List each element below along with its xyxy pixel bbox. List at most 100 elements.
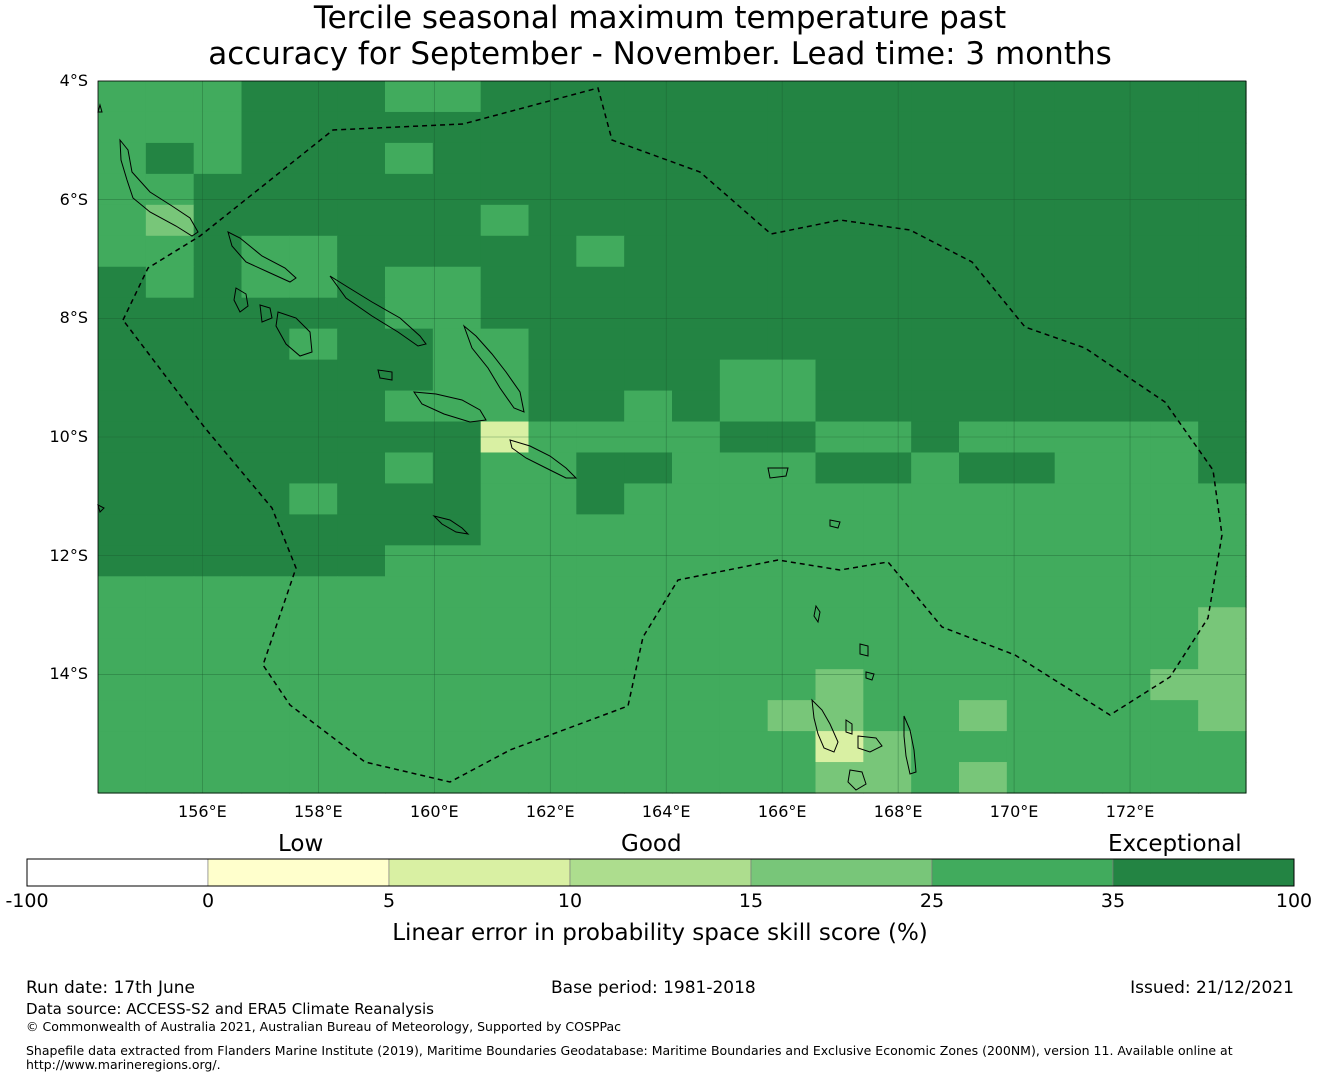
colorbar-segment (388, 858, 571, 887)
skill-cell (193, 483, 243, 515)
skill-cell (1006, 607, 1056, 639)
skill-cell (719, 514, 769, 546)
skill-cell (672, 514, 721, 546)
skill-cell (145, 235, 195, 268)
skill-cell (719, 235, 769, 268)
skill-cell (432, 204, 482, 237)
island-outline (227, 231, 297, 283)
skill-cell (624, 483, 673, 515)
skill-cell (1102, 452, 1151, 485)
skill-cell (1198, 328, 1247, 361)
skill-cell (1150, 390, 1199, 423)
skill-cell (767, 81, 817, 113)
skill-cell (1198, 173, 1247, 206)
skill-cell (815, 700, 864, 732)
island-outline (829, 519, 841, 529)
skill-cell (337, 173, 386, 206)
skill-cell (815, 545, 864, 577)
skill-cell (432, 235, 482, 268)
skill-cell (385, 235, 434, 268)
skill-cell (719, 142, 769, 175)
skill-cell (193, 700, 243, 732)
skill-cell (1006, 700, 1056, 732)
skill-cell (145, 359, 195, 392)
skill-cell (145, 731, 195, 763)
skill-cell (959, 483, 1008, 515)
skill-cell (1198, 390, 1247, 423)
skill-cell (1150, 700, 1199, 732)
skill-cell (911, 731, 960, 763)
title-line-2: accuracy for September - November. Lead … (208, 36, 1112, 72)
skill-cell (385, 607, 434, 639)
skill-cell (1198, 266, 1247, 299)
skill-cell (1150, 483, 1199, 515)
skill-cell (1102, 266, 1151, 299)
skill-cell (815, 111, 864, 144)
issued-date: Issued: 21/12/2021 (1130, 978, 1294, 998)
island-outline (413, 391, 487, 423)
skill-cell (1150, 638, 1199, 670)
skill-cell (672, 700, 721, 732)
skill-cell (337, 669, 386, 701)
skill-cell (385, 452, 434, 485)
skill-cell (624, 607, 673, 639)
skill-cell (98, 111, 147, 144)
skill-cell (815, 607, 864, 639)
skill-cell (145, 483, 195, 515)
skill-cell (337, 545, 386, 577)
skill-cell (911, 638, 960, 670)
skill-cell (528, 328, 577, 361)
skill-cell (337, 452, 386, 485)
skill-cell (959, 700, 1008, 732)
skill-cell (1054, 111, 1104, 144)
skill-cell (98, 297, 147, 330)
skill-cell (767, 576, 817, 608)
skill-cell (193, 235, 243, 268)
skill-cell (815, 452, 864, 485)
skill-cell (719, 204, 769, 237)
skill-cell (1198, 576, 1247, 608)
skill-cell (815, 514, 864, 546)
longitude-label: 172°E (1105, 802, 1155, 821)
copyright: © Commonwealth of Australia 2021, Austra… (26, 1019, 621, 1034)
skill-cell (624, 669, 673, 701)
skill-cell (528, 514, 577, 546)
skill-cell (98, 328, 147, 361)
skill-cell (98, 359, 147, 392)
skill-cell (145, 142, 195, 175)
skill-cell (432, 111, 482, 144)
skill-cell (289, 390, 338, 423)
skill-cell (863, 81, 912, 113)
skill-cell (1150, 359, 1199, 392)
skill-cell (624, 514, 673, 546)
skill-cell (719, 545, 769, 577)
skill-cell (432, 452, 482, 485)
colorbar-tick-label: 0 (201, 890, 215, 912)
latitude-label: 14°S (49, 664, 88, 684)
skill-cell (767, 266, 817, 299)
skill-cell (959, 81, 1008, 113)
skill-cell (289, 235, 338, 268)
skill-cell (528, 452, 577, 485)
skill-cell (672, 483, 721, 515)
skill-cell (241, 638, 290, 670)
skill-cell (767, 235, 817, 268)
skill-cell (576, 545, 625, 577)
skill-cell (385, 111, 434, 144)
skill-cell (480, 514, 530, 546)
skill-cell (719, 328, 769, 361)
skill-cell (1150, 81, 1199, 113)
skill-cell (98, 638, 147, 670)
skill-cell (624, 204, 673, 237)
skill-cell (289, 297, 338, 330)
skill-cell (863, 669, 912, 701)
skill-cell (815, 762, 864, 794)
skill-cell (719, 762, 769, 794)
skill-cell (480, 607, 530, 639)
eez-boundary (122, 87, 1223, 783)
skill-cell (289, 576, 338, 608)
skill-cell (576, 762, 625, 794)
skill-cell (528, 483, 577, 515)
skill-cell (385, 669, 434, 701)
skill-grid (98, 81, 1247, 794)
